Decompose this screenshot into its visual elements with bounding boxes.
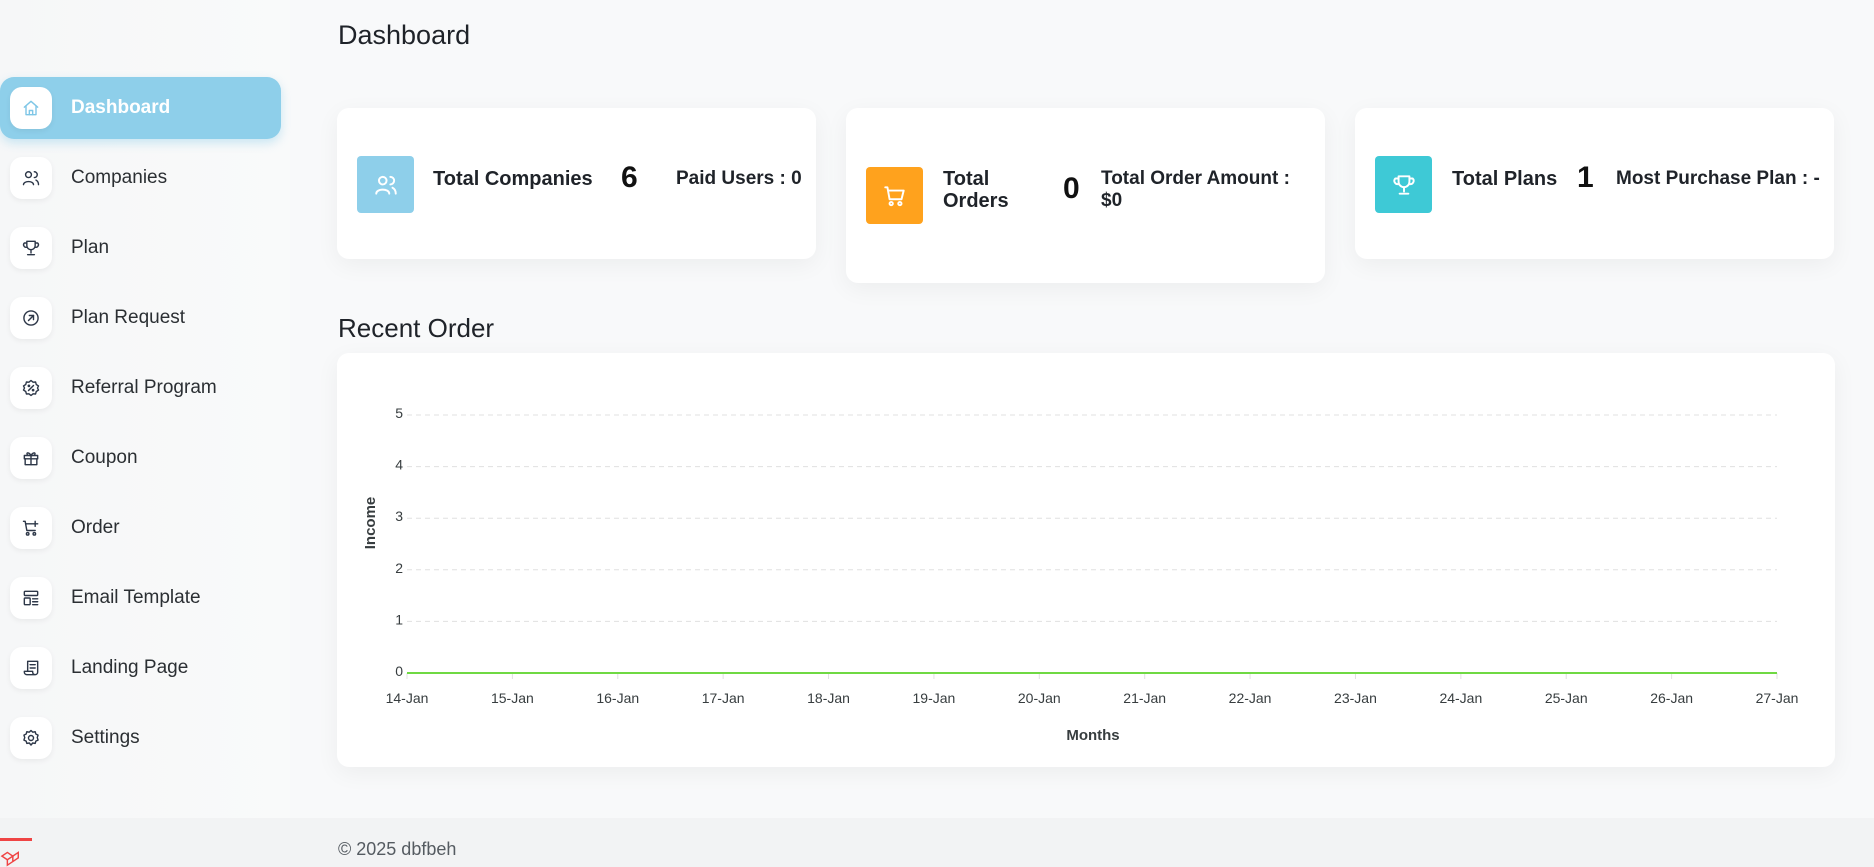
sidebar-item-settings[interactable]: Settings [0,707,281,769]
home-icon [10,87,52,129]
sidebar-item-plan-request[interactable]: Plan Request [0,287,281,349]
y-tick-label: 5 [395,405,403,421]
x-tick-label: 27-Jan [1756,690,1799,706]
x-tick-label: 20-Jan [1018,690,1061,706]
users-icon [10,157,52,199]
gear-icon [10,717,52,759]
trophy-icon [10,227,52,269]
footer [0,818,1874,867]
sidebar-item-label: Order [71,517,120,538]
x-tick-label: 26-Jan [1650,690,1693,706]
sidebar-item-label: Plan Request [71,307,186,328]
x-tick-label: 19-Jan [913,690,956,706]
sidebar-item-label: Dashboard [71,97,171,118]
y-tick-label: 3 [395,508,403,524]
footer-copyright: © 2025 dbfbeh [338,839,457,859]
x-axis-title: Months [1066,727,1119,744]
cart-plus-icon [10,507,52,549]
y-axis-title: Income [362,497,379,550]
sidebar-item-label: Settings [71,727,140,748]
stat-label: Total Companies [433,168,593,190]
sidebar-item-dashboard[interactable]: Dashboard [0,77,281,139]
trophy-icon [1375,156,1432,213]
sidebar-item-landing-page[interactable]: Landing Page [0,637,281,699]
stat-value: 0 [1063,172,1080,205]
sidebar-item-coupon[interactable]: Coupon [0,427,281,489]
x-tick-label: 15-Jan [491,690,534,706]
x-tick-label: 18-Jan [807,690,850,706]
sidebar-item-email-template[interactable]: Email Template [0,567,281,629]
users-icon [357,156,414,213]
x-tick-label: 24-Jan [1439,690,1482,706]
section-title: Recent Order [338,313,495,343]
x-tick-label: 16-Jan [596,690,639,706]
template-icon [10,577,52,619]
logo-icon [0,838,32,867]
sidebar-item-label: Plan [71,237,110,258]
x-tick-label: 25-Jan [1545,690,1588,706]
arrow-circle-icon [10,297,52,339]
y-tick-label: 0 [395,663,403,679]
line-chart: 0 1 2 3 4 5 14-Jan 15-Jan 16-Jan 17-Jan 18-Jan 19-… [362,405,1799,744]
stat-sub: Paid Users : 0 [676,168,802,189]
x-tick-label: 14-Jan [386,690,429,706]
sidebar-item-label: Companies [71,167,168,188]
x-tick-label: 22-Jan [1229,690,1272,706]
stat-sub: Total Order Amount : $0 [1101,168,1290,211]
y-tick-label: 1 [395,611,403,627]
x-tick-label: 23-Jan [1334,690,1377,706]
stat-value: 6 [621,161,638,194]
cart-icon [866,167,923,224]
y-tick-label: 4 [395,457,403,473]
sidebar-item-order[interactable]: Order [0,497,281,559]
x-tick-label: 17-Jan [702,690,745,706]
stat-card-plans: Total Plans 1 Most Purchase Plan : - [1355,108,1834,259]
sidebar: Dashboard Companies Plan Plan Request Re… [0,0,290,818]
stat-card-orders: Total Orders 0 Total Order Amount : $0 [846,108,1325,283]
sidebar-item-plan[interactable]: Plan [0,217,281,279]
recent-order-chart: 0 1 2 3 4 5 14-Jan 15-Jan 16-Jan 17-Jan 18-Jan 19-… [337,353,1835,767]
stat-value: 1 [1577,161,1594,194]
gift-icon [10,437,52,479]
stat-card-companies: Total Companies 6 Paid Users : 0 [337,108,816,259]
sidebar-item-label: Referral Program [71,377,217,398]
sidebar-item-referral-program[interactable]: Referral Program [0,357,281,419]
y-tick-label: 2 [395,560,403,576]
sidebar-item-label: Landing Page [71,657,189,678]
sidebar-item-label: Email Template [71,587,201,608]
discount-icon [10,367,52,409]
sidebar-item-companies[interactable]: Companies [0,147,281,209]
sidebar-item-label: Coupon [71,447,138,468]
page-title: Dashboard [338,20,471,50]
document-icon [10,647,52,689]
stat-label: Total Orders [943,168,1009,212]
stat-sub: Most Purchase Plan : - [1616,168,1820,189]
x-tick-label: 21-Jan [1123,690,1166,706]
stat-label: Total Plans [1452,168,1558,190]
